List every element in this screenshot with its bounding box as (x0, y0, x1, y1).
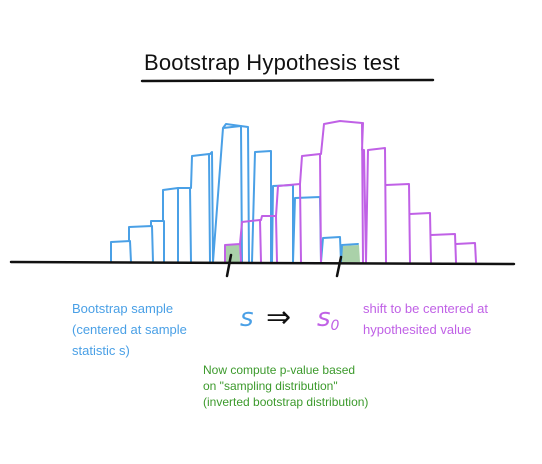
left-tail-shading (224, 244, 240, 262)
shift-note: shift to be centered at hypothesited val… (363, 298, 488, 340)
p-value-note: Now compute p-value based on "sampling d… (203, 362, 368, 410)
note-line: Bootstrap sample (72, 301, 174, 316)
note-line: (inverted bootstrap distribution) (203, 395, 369, 409)
s0-letter: s (317, 303, 331, 333)
note-line: shift to be centered at (363, 301, 489, 316)
s0-subscript: 0 (330, 318, 340, 334)
tick-mark-right (335, 255, 343, 278)
statistic-s-symbol: s (240, 303, 254, 333)
bootstrap-sample-note: Bootstrap sample (centered at sample sta… (72, 298, 187, 361)
shifted-histogram-purple (224, 120, 477, 263)
right-tail-shading (341, 245, 360, 262)
title-underline (140, 78, 435, 83)
implies-arrow-icon: ⇒ (266, 300, 292, 335)
note-line: hypothesited value (363, 322, 472, 337)
x-axis-line (9, 260, 516, 266)
hypothesized-s0-symbol: s0 (317, 303, 339, 334)
page-title: Bootstrap Hypothesis test (144, 50, 400, 75)
note-line: on "sampling distribution" (203, 379, 338, 393)
note-line: statistic s) (72, 343, 130, 358)
note-line: (centered at sample (72, 322, 187, 337)
note-line: Now compute p-value based (203, 363, 356, 377)
tick-mark-left (225, 253, 233, 278)
